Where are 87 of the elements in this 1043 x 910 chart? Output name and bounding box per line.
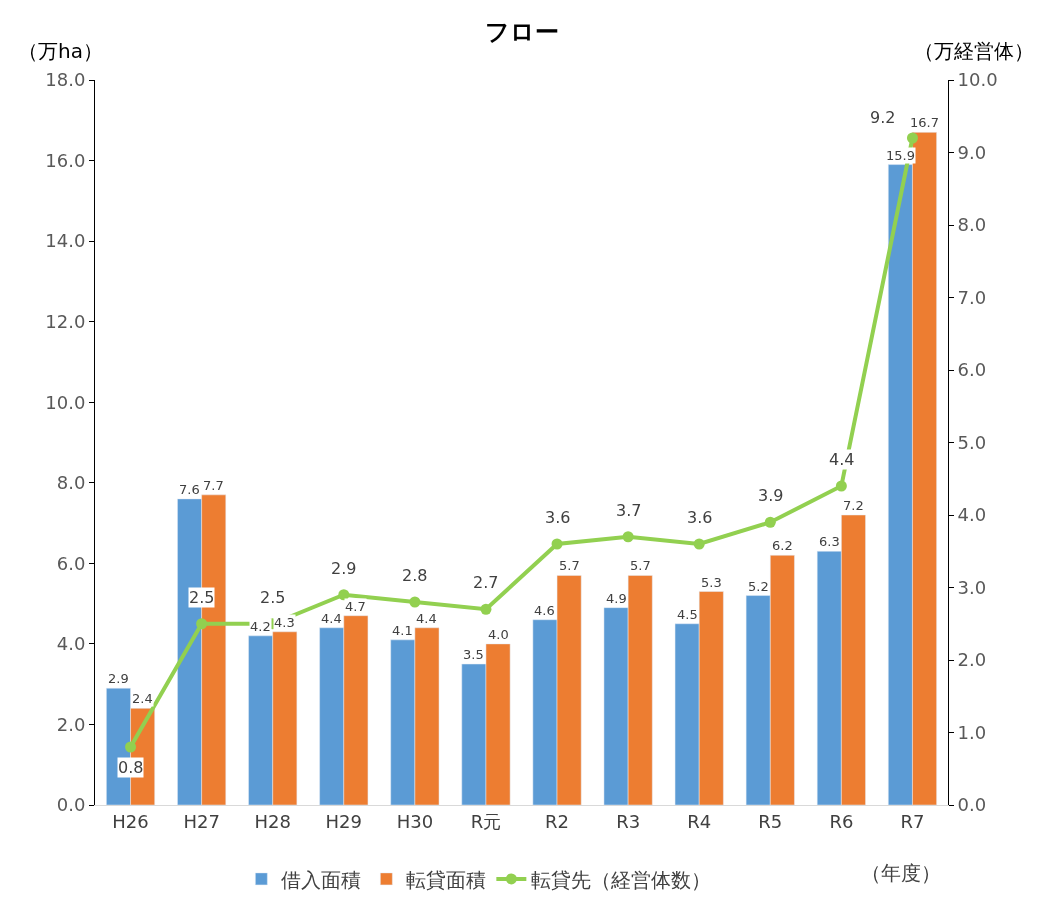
y-tick-label: 2.0 bbox=[56, 713, 86, 735]
data-label: 7.7 bbox=[203, 478, 224, 493]
data-label: 4.4 bbox=[321, 611, 342, 626]
data-label: 4.0 bbox=[488, 627, 509, 642]
x-tick-label: H30 bbox=[396, 810, 434, 832]
data-label: 2.9 bbox=[331, 559, 357, 578]
point bbox=[835, 480, 847, 492]
point bbox=[764, 516, 776, 528]
data-label: 2.9 bbox=[108, 671, 129, 686]
data-label: 15.9 bbox=[886, 148, 915, 163]
x-tick-label: R3 bbox=[616, 810, 641, 832]
data-label: 2.5 bbox=[260, 588, 286, 607]
point bbox=[693, 538, 705, 550]
y2-tick-label: 0.0 bbox=[957, 794, 987, 816]
point bbox=[480, 603, 492, 615]
y-tick-label: 18.0 bbox=[45, 69, 86, 91]
x-tick-label: R6 bbox=[829, 810, 854, 832]
data-label: 5.2 bbox=[748, 579, 769, 594]
y-tick-label: 0.0 bbox=[56, 794, 86, 816]
data-label: 3.9 bbox=[758, 486, 784, 505]
y-tick-label: 16.0 bbox=[45, 149, 86, 171]
legend-label: 転貸先（経営体数） bbox=[531, 867, 712, 892]
point bbox=[906, 132, 918, 144]
legend-label: 借入面積 bbox=[281, 867, 362, 892]
y2-tick-label: 6.0 bbox=[957, 359, 987, 381]
y2-axis-title: （万経営体） bbox=[914, 39, 1034, 63]
x-tick-label: R4 bbox=[687, 810, 712, 832]
data-label: 2.7 bbox=[473, 573, 499, 592]
point bbox=[125, 741, 137, 753]
data-label: 6.2 bbox=[772, 538, 793, 553]
data-label: 5.7 bbox=[630, 558, 651, 573]
data-label: 4.1 bbox=[392, 623, 413, 638]
data-label: 2.4 bbox=[132, 691, 153, 706]
point bbox=[196, 618, 208, 630]
y2-tick-label: 2.0 bbox=[957, 649, 987, 671]
x-axis-title: （年度） bbox=[861, 861, 941, 885]
y2-tick-label: 10.0 bbox=[957, 69, 998, 91]
x-tick-label: R元 bbox=[470, 810, 502, 832]
data-label: 2.5 bbox=[189, 588, 215, 607]
x-tick-label: H27 bbox=[183, 810, 220, 832]
data-label: 4.2 bbox=[250, 619, 271, 634]
data-label: 4.6 bbox=[534, 603, 555, 618]
point bbox=[551, 538, 563, 550]
data-label: 4.3 bbox=[274, 615, 295, 630]
data-label: 3.6 bbox=[545, 508, 571, 527]
point bbox=[338, 589, 350, 601]
y2-tick-label: 1.0 bbox=[957, 721, 987, 743]
chart-title: フロー bbox=[484, 17, 559, 46]
y-tick-label: 4.0 bbox=[56, 633, 86, 655]
data-label: 5.3 bbox=[701, 575, 722, 590]
y-tick-label: 10.0 bbox=[45, 391, 86, 413]
x-tick-label: H28 bbox=[254, 810, 291, 832]
y-axis-title: （万ha） bbox=[18, 39, 103, 63]
point bbox=[409, 596, 421, 608]
data-label: 4.4 bbox=[416, 611, 437, 626]
data-label: 7.2 bbox=[843, 498, 864, 513]
data-label: 4.9 bbox=[606, 591, 627, 606]
data-label: 4.7 bbox=[345, 599, 366, 614]
x-tick-label: H29 bbox=[325, 810, 363, 832]
y2-tick-label: 4.0 bbox=[957, 504, 987, 526]
data-label: 3.5 bbox=[463, 647, 484, 662]
data-label: 5.7 bbox=[559, 558, 580, 573]
x-tick-label: H26 bbox=[112, 810, 149, 832]
y-tick-label: 6.0 bbox=[56, 552, 86, 574]
x-tick-label: R5 bbox=[758, 810, 783, 832]
y-tick-label: 14.0 bbox=[45, 230, 86, 252]
y2-tick-label: 9.0 bbox=[957, 141, 987, 163]
data-label: 16.7 bbox=[910, 115, 939, 130]
y2-tick-label: 5.0 bbox=[957, 431, 987, 453]
data-label: 4.5 bbox=[677, 607, 698, 622]
data-label: 3.6 bbox=[687, 508, 713, 527]
data-label: 2.8 bbox=[402, 566, 428, 585]
x-tick-label: R7 bbox=[900, 810, 925, 832]
data-label: 6.3 bbox=[819, 534, 840, 549]
y-tick-label: 12.0 bbox=[45, 310, 86, 332]
data-label: 4.4 bbox=[829, 450, 855, 469]
legend-label: 転貸面積 bbox=[406, 867, 487, 892]
data-label: 7.6 bbox=[179, 482, 200, 497]
data-label: 9.2 bbox=[870, 108, 896, 127]
data-label: 3.7 bbox=[616, 501, 642, 520]
y-tick-label: 8.0 bbox=[56, 472, 86, 494]
x-tick-label: R2 bbox=[545, 810, 570, 832]
y2-tick-label: 8.0 bbox=[957, 214, 987, 236]
point bbox=[622, 531, 634, 543]
y2-tick-label: 7.0 bbox=[957, 286, 987, 308]
data-label: 0.8 bbox=[118, 758, 144, 777]
y2-tick-label: 3.0 bbox=[957, 576, 987, 598]
